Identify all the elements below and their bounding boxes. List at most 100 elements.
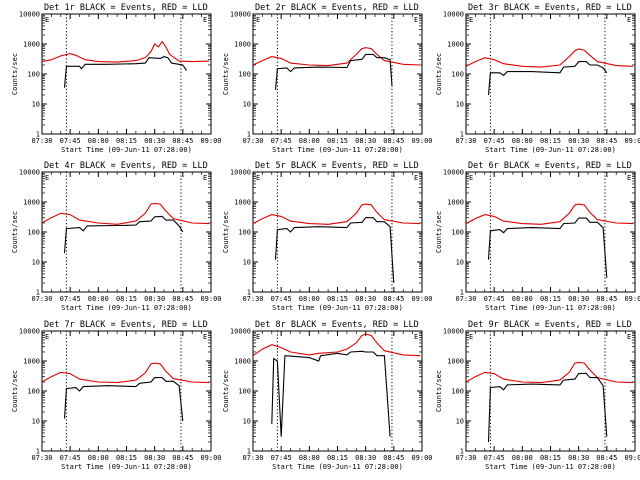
marker-label: E [256,174,260,182]
y-tick-label: 1 [460,131,464,139]
y-tick-label: 1000 [447,358,464,366]
x-axis-label: Start Time (09-Jun-11 07:28:00) [61,304,192,312]
y-tick-label: 10000 [230,11,251,19]
y-tick-label: 1000 [23,41,40,49]
x-tick-label: 07:45 [271,295,292,303]
panel-title: Det 3r BLACK = Events, RED = LLD [468,3,632,13]
panel-det-2: Det 2r BLACK = Events, RED = LLD 1 10 100 10… [222,3,433,154]
x-tick-label: 08:45 [596,454,617,462]
y-tick-label: 1000 [23,358,40,366]
plot-frame [465,13,636,135]
panel-det-5: Det 5r BLACK = Events, RED = LLD 1 10 100 10… [222,161,433,312]
plot-frame [252,330,423,452]
events-series-line [274,53,393,90]
y-axis-label: Counts/sec [435,370,443,412]
plot-frame [41,171,212,293]
x-tick-label: 09:00 [411,454,432,462]
y-tick-label: 1 [460,289,464,297]
x-tick-label: 08:30 [144,454,165,462]
lld-series-line [465,203,634,225]
y-axis-label: Counts/sec [435,53,443,95]
x-tick-label: 09:00 [624,137,640,145]
lld-series-line [41,40,210,63]
y-axis-label: Counts/sec [11,211,19,253]
x-axis-label: Start Time (09-Jun-11 07:28:00) [485,463,616,471]
x-tick-label: 08:15 [116,454,137,462]
x-tick-label: 08:30 [144,137,165,145]
x-tick-label: 08:00 [512,295,533,303]
panel-title: Det 7r BLACK = Events, RED = LLD [44,320,208,330]
y-tick-label: 10000 [230,169,251,177]
y-tick-label: 1 [36,131,40,139]
marker-label: E [627,174,631,182]
y-tick-label: 10 [456,418,464,426]
x-tick-label: 08:30 [568,454,589,462]
panel-det-9: Det 9r BLACK = Events, RED = LLD 1 10 100 10… [435,320,640,471]
panel-det-6: Det 6r BLACK = Events, RED = LLD 1 10 100 10… [435,161,640,312]
x-tick-label: 08:30 [568,137,589,145]
y-tick-label: 10 [32,259,40,267]
marker-label: E [414,16,418,24]
x-tick-label: 08:30 [355,295,376,303]
marker-label: E [627,16,631,24]
y-tick-label: 1 [247,448,251,456]
events-series-line [63,377,184,422]
y-tick-label: 10 [32,101,40,109]
x-tick-label: 07:45 [60,137,81,145]
y-axis-label: Counts/sec [11,370,19,412]
x-tick-label: 09:00 [411,137,432,145]
x-tick-label: 08:15 [327,295,348,303]
x-tick-label: 08:45 [383,295,404,303]
panel-det-7: Det 7r BLACK = Events, RED = LLD 1 10 100 10… [11,320,222,471]
lld-series-line [465,48,634,68]
x-tick-label: 08:45 [172,295,193,303]
y-tick-label: 1000 [23,199,40,207]
lld-series-line [252,47,421,67]
y-tick-label: 10 [243,259,251,267]
x-tick-label: 09:00 [624,454,640,462]
x-tick-label: 07:30 [455,454,476,462]
events-series-line [487,217,608,278]
y-tick-label: 100 [238,71,251,79]
x-tick-label: 09:00 [411,295,432,303]
y-tick-label: 1 [247,289,251,297]
events-series-line [274,217,395,284]
x-tick-label: 08:30 [144,295,165,303]
x-tick-label: 09:00 [200,137,221,145]
y-tick-label: 10000 [230,328,251,336]
lld-series-line [41,362,210,384]
plot-frame [465,171,636,293]
y-tick-label: 1 [247,131,251,139]
marker-label: E [469,16,473,24]
y-tick-label: 100 [451,229,464,237]
y-tick-label: 1000 [447,199,464,207]
panel-title: Det 1r BLACK = Events, RED = LLD [44,3,208,13]
y-tick-label: 100 [27,388,40,396]
x-tick-label: 08:00 [88,137,109,145]
x-tick-label: 09:00 [200,295,221,303]
x-tick-label: 08:15 [327,137,348,145]
x-tick-label: 08:45 [596,295,617,303]
y-tick-label: 10000 [19,169,40,177]
events-series-line [63,215,184,254]
marker-label: E [256,333,260,341]
x-axis-label: Start Time (09-Jun-11 07:28:00) [485,146,616,154]
panel-title: Det 4r BLACK = Events, RED = LLD [44,161,208,171]
y-tick-label: 10000 [19,328,40,336]
x-tick-label: 08:45 [172,454,193,462]
panel-title: Det 5r BLACK = Events, RED = LLD [255,161,419,171]
x-axis-label: Start Time (09-Jun-11 07:28:00) [272,146,403,154]
lld-series-line [41,202,210,225]
y-axis-label: Counts/sec [11,53,19,95]
lld-series-line [252,203,421,225]
plot-frame [41,13,212,135]
x-tick-label: 07:30 [242,137,263,145]
x-axis-label: Start Time (09-Jun-11 07:28:00) [272,304,403,312]
marker-label: E [414,174,418,182]
panel-det-8: Det 8r BLACK = Events, RED = LLD 1 10 100 10… [222,320,433,471]
plot-frame [465,330,636,452]
x-tick-label: 08:15 [327,454,348,462]
y-axis-label: Counts/sec [222,211,230,253]
marker-label: E [45,174,49,182]
